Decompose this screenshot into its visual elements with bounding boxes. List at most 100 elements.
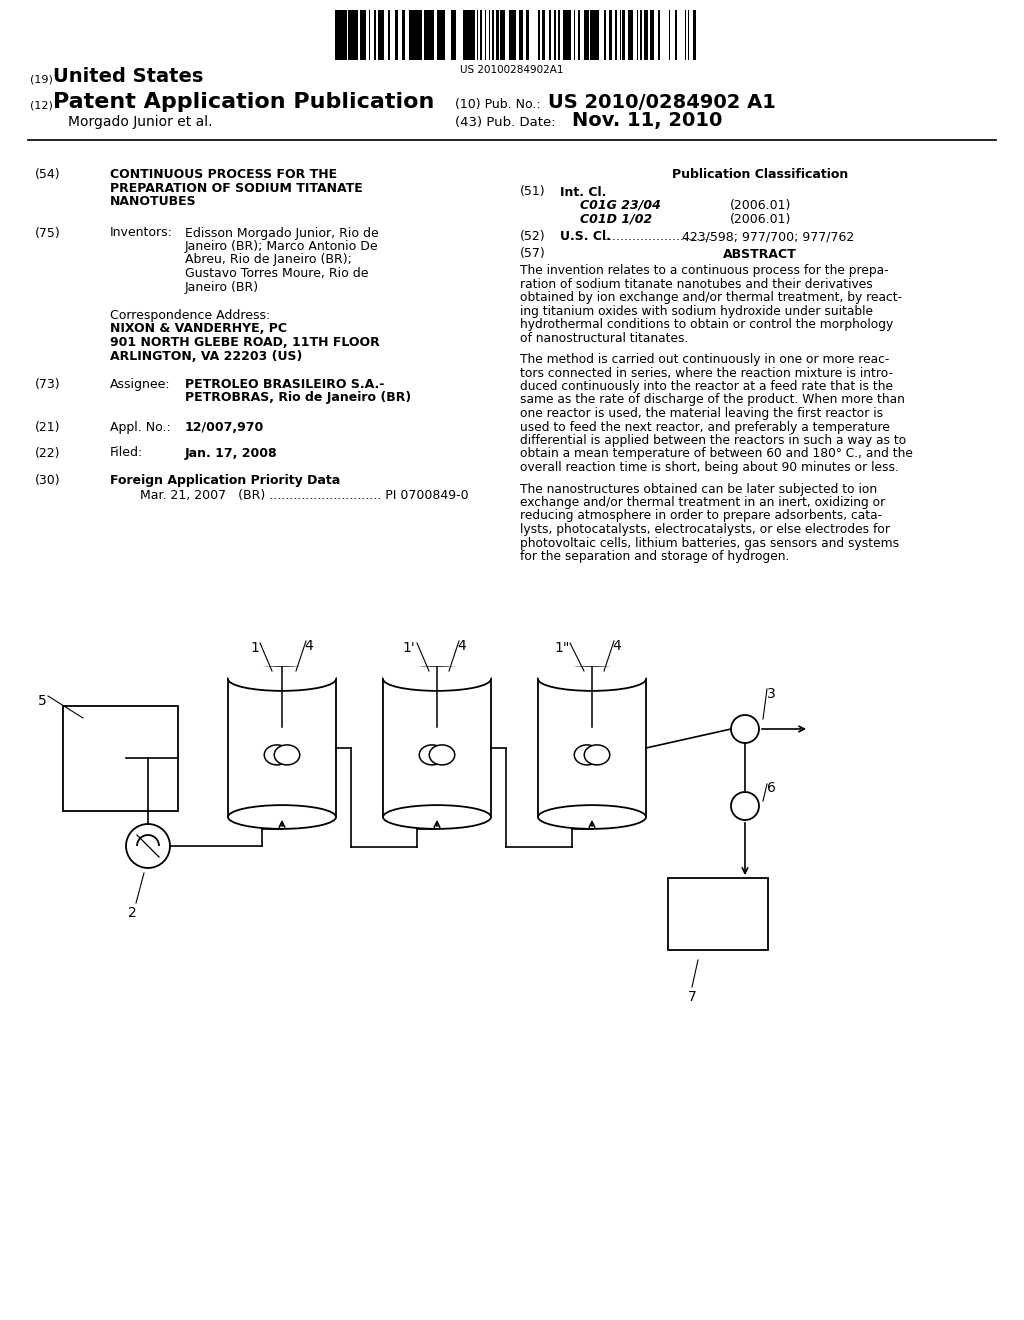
Text: C01G 23/04: C01G 23/04 xyxy=(580,199,660,213)
Bar xyxy=(586,11,589,59)
Bar xyxy=(410,11,413,59)
Circle shape xyxy=(731,715,759,743)
Bar xyxy=(558,11,560,59)
Text: 1": 1" xyxy=(554,642,569,655)
Text: Patent Application Publication: Patent Application Publication xyxy=(53,92,434,112)
Circle shape xyxy=(731,792,759,820)
Text: Assignee:: Assignee: xyxy=(110,378,171,391)
Bar xyxy=(362,11,366,59)
Bar xyxy=(566,11,568,59)
Text: 1: 1 xyxy=(250,642,259,655)
Text: C01D 1/02: C01D 1/02 xyxy=(580,213,652,226)
Bar xyxy=(563,11,566,59)
Bar xyxy=(341,11,344,59)
Text: 7: 7 xyxy=(688,990,696,1005)
Bar xyxy=(360,11,362,59)
Text: 5: 5 xyxy=(38,694,47,708)
Text: 12/007,970: 12/007,970 xyxy=(185,421,264,434)
Text: Janeiro (BR): Janeiro (BR) xyxy=(185,281,259,293)
Bar xyxy=(640,11,642,59)
Bar xyxy=(352,11,356,59)
Text: Inventors:: Inventors: xyxy=(110,227,173,239)
Bar xyxy=(228,667,336,678)
Bar xyxy=(344,11,347,59)
Ellipse shape xyxy=(538,805,646,829)
Text: (21): (21) xyxy=(35,421,60,434)
Text: United States: United States xyxy=(53,67,204,86)
Text: used to feed the next reactor, and preferably a temperature: used to feed the next reactor, and prefe… xyxy=(520,421,890,433)
Text: 3: 3 xyxy=(767,686,776,701)
Text: 1': 1' xyxy=(402,642,415,655)
Bar xyxy=(425,11,427,59)
Text: CONTINUOUS PROCESS FOR THE: CONTINUOUS PROCESS FOR THE xyxy=(110,168,337,181)
Text: Publication Classification: Publication Classification xyxy=(672,168,848,181)
Bar xyxy=(402,11,406,59)
Ellipse shape xyxy=(383,805,490,829)
Bar xyxy=(538,667,646,678)
Text: (10) Pub. No.:: (10) Pub. No.: xyxy=(455,98,541,111)
Text: 2: 2 xyxy=(128,906,137,920)
Text: 6: 6 xyxy=(767,781,776,795)
Bar xyxy=(595,11,599,59)
Text: of nanostructural titanates.: of nanostructural titanates. xyxy=(520,331,688,345)
Bar xyxy=(466,11,468,59)
Text: duced continuously into the reactor at a feed rate that is the: duced continuously into the reactor at a… xyxy=(520,380,893,393)
Bar xyxy=(668,878,768,950)
Text: obtain a mean temperature of between 60 and 180° C., and the: obtain a mean temperature of between 60 … xyxy=(520,447,912,461)
Bar xyxy=(615,11,617,59)
Text: exchange and/or thermal treatment in an inert, oxidizing or: exchange and/or thermal treatment in an … xyxy=(520,496,886,510)
Ellipse shape xyxy=(419,744,444,764)
Text: for the separation and storage of hydrogen.: for the separation and storage of hydrog… xyxy=(520,550,790,564)
Bar xyxy=(454,11,456,59)
Bar xyxy=(427,11,431,59)
Bar xyxy=(584,11,586,59)
Text: PETROLEO BRASILEIRO S.A.-: PETROLEO BRASILEIRO S.A.- xyxy=(185,378,384,391)
Text: (12): (12) xyxy=(30,100,53,110)
Text: (19): (19) xyxy=(30,74,53,84)
Bar xyxy=(432,11,434,59)
Text: Mar. 21, 2007   (BR) ............................ PI 0700849-0: Mar. 21, 2007 (BR) .....................… xyxy=(140,490,469,503)
Text: one reactor is used, the material leaving the first reactor is: one reactor is used, the material leavin… xyxy=(520,407,883,420)
Text: ABSTRACT: ABSTRACT xyxy=(723,248,797,260)
Bar xyxy=(631,11,633,59)
Bar xyxy=(395,11,398,59)
Text: ARLINGTON, VA 22203 (US): ARLINGTON, VA 22203 (US) xyxy=(110,350,302,363)
Text: ration of sodium titanate nanotubes and their derivatives: ration of sodium titanate nanotubes and … xyxy=(520,277,872,290)
Bar xyxy=(658,11,660,59)
Text: Int. Cl.: Int. Cl. xyxy=(560,186,606,198)
Text: US 20100284902A1: US 20100284902A1 xyxy=(460,65,564,75)
Bar xyxy=(349,11,352,59)
Bar xyxy=(388,11,390,59)
Text: Edisson Morgado Junior, Rio de: Edisson Morgado Junior, Rio de xyxy=(185,227,379,239)
Bar xyxy=(542,11,545,59)
Text: (54): (54) xyxy=(35,168,60,181)
Text: NIXON & VANDERHYE, PC: NIXON & VANDERHYE, PC xyxy=(110,322,287,335)
Text: PREPARATION OF SODIUM TITANATE: PREPARATION OF SODIUM TITANATE xyxy=(110,181,362,194)
Bar xyxy=(417,11,420,59)
Text: (30): (30) xyxy=(35,474,60,487)
Bar xyxy=(526,11,529,59)
Bar xyxy=(437,11,440,59)
Bar xyxy=(452,11,454,59)
Bar xyxy=(568,11,570,59)
Text: (51): (51) xyxy=(520,186,546,198)
Text: 901 NORTH GLEBE ROAD, 11TH FLOOR: 901 NORTH GLEBE ROAD, 11TH FLOOR xyxy=(110,337,380,348)
Text: The invention relates to a continuous process for the prepa-: The invention relates to a continuous pr… xyxy=(520,264,889,277)
Text: (2006.01): (2006.01) xyxy=(730,213,792,226)
Bar xyxy=(356,11,358,59)
Text: (52): (52) xyxy=(520,230,546,243)
Text: 423/598; 977/700; 977/762: 423/598; 977/700; 977/762 xyxy=(678,230,854,243)
Bar xyxy=(514,11,516,59)
Text: reducing atmosphere in order to prepare adsorbents, cata-: reducing atmosphere in order to prepare … xyxy=(520,510,882,523)
Text: 4: 4 xyxy=(457,639,466,653)
Text: The nanostructures obtained can be later subjected to ion: The nanostructures obtained can be later… xyxy=(520,483,878,495)
Text: 4: 4 xyxy=(304,639,312,653)
Bar xyxy=(509,11,511,59)
Bar xyxy=(554,11,556,59)
Bar xyxy=(591,11,593,59)
Text: The method is carried out continuously in one or more reac-: The method is carried out continuously i… xyxy=(520,352,890,366)
Text: obtained by ion exchange and/or thermal treatment, by react-: obtained by ion exchange and/or thermal … xyxy=(520,290,902,304)
Text: lysts, photocatalysts, electrocatalysts, or else electrodes for: lysts, photocatalysts, electrocatalysts,… xyxy=(520,523,890,536)
Text: Jan. 17, 2008: Jan. 17, 2008 xyxy=(185,446,278,459)
Bar xyxy=(628,11,631,59)
